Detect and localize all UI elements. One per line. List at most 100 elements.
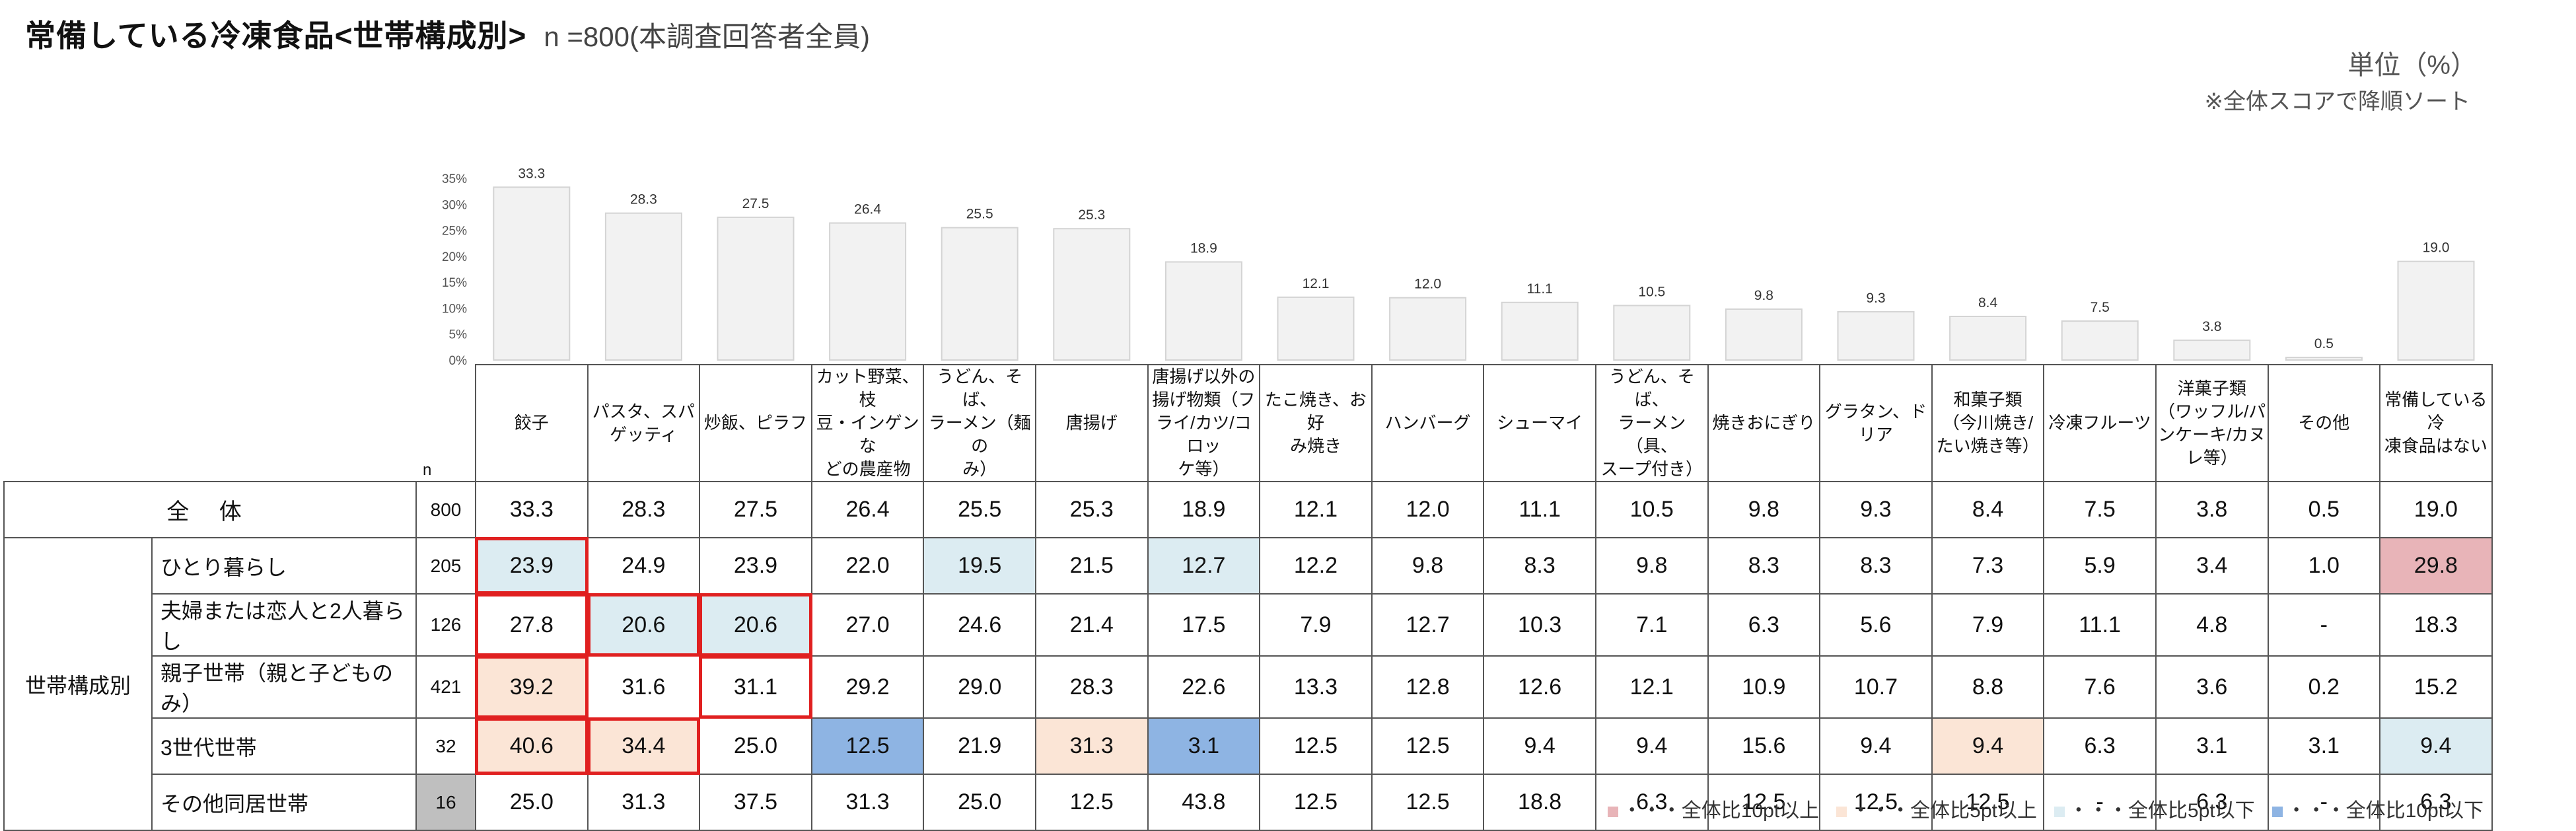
row-label: その他同居世帯 bbox=[151, 774, 417, 831]
table-cell: 22.6 bbox=[1147, 655, 1261, 719]
table-cell: 27.5 bbox=[699, 481, 812, 539]
table-cell: 12.5 bbox=[1819, 774, 1933, 831]
y-tick-label: 35% bbox=[442, 172, 467, 186]
table-cell: 3.1 bbox=[2155, 717, 2269, 776]
column-header-line: ンケーキ/カヌ bbox=[2158, 424, 2266, 445]
row-label: 親子世帯（親と子どものみ） bbox=[151, 655, 417, 719]
bar-value-label: 9.8 bbox=[1754, 288, 1773, 303]
table-cell: 25.5 bbox=[923, 481, 1036, 539]
bar bbox=[1053, 228, 1131, 361]
column-header: グラタン、ドリア bbox=[1819, 363, 1933, 483]
table-cell: 12.5 bbox=[1371, 774, 1485, 831]
table-cell: 15.2 bbox=[2379, 655, 2493, 719]
group-label: 世帯構成別 bbox=[3, 537, 153, 831]
bar-value-label: 0.5 bbox=[2314, 336, 2334, 351]
column-header: カット野菜、枝 豆・インゲンな どの農産物 bbox=[810, 363, 925, 483]
title-text: 常備している冷凍食品<世帯構成別> bbox=[25, 18, 527, 53]
bar-value-label: 25.5 bbox=[966, 207, 993, 222]
column-header: パスタ、スパ ゲッティ bbox=[587, 363, 701, 483]
table-cell: 6.3 bbox=[1707, 593, 1821, 657]
table-cell: 20.6 bbox=[699, 593, 812, 657]
table-cell: 17.5 bbox=[1147, 593, 1261, 657]
table-cell: 12.5 bbox=[810, 717, 925, 776]
table-cell: 9.4 bbox=[2379, 717, 2493, 776]
y-tick-label: 30% bbox=[442, 198, 467, 212]
column-header: 洋菓子類 （ワッフル/パ ンケーキ/カヌ レ等） bbox=[2155, 363, 2269, 483]
table-cell: 3.1 bbox=[1147, 717, 1261, 776]
column-header-line: 餃子 bbox=[514, 413, 549, 433]
bar bbox=[829, 222, 907, 361]
bar bbox=[1949, 316, 2027, 361]
column-header-line: ケ等） bbox=[1178, 459, 1230, 480]
column-header-line: み焼き bbox=[1289, 436, 1342, 456]
page-title: 常備している冷凍食品<世帯構成別> n =800(本調査回答者全員) bbox=[25, 12, 870, 55]
table-cell: 9.8 bbox=[1594, 537, 1709, 595]
bar bbox=[604, 212, 682, 361]
legend-swatch bbox=[1836, 807, 1847, 818]
table-cell: 31.1 bbox=[699, 655, 812, 719]
table-row: 夫婦または恋人と2人暮らし 126 27.8 20.6 20.6 27.0 24.6 21.4… bbox=[4, 593, 2493, 657]
table-cell: 12.5 bbox=[1371, 717, 1485, 776]
n-value: 16 bbox=[415, 774, 476, 831]
table-row: 親子世帯（親と子どものみ） 421 39.2 31.6 31.1 29.2 29.0 28.3… bbox=[4, 655, 2493, 719]
table-cell: 12.5 bbox=[1707, 774, 1821, 831]
table-cell: 0.2 bbox=[2267, 655, 2381, 719]
table-cell: 7.9 bbox=[1259, 593, 1373, 657]
bar bbox=[2397, 260, 2475, 361]
column-header: 焼きおにぎり bbox=[1707, 363, 1821, 483]
bar bbox=[1389, 297, 1467, 361]
table-cell: 31.3 bbox=[587, 774, 701, 831]
bar bbox=[2173, 340, 2251, 361]
column-header-line: 凍食品はない bbox=[2384, 436, 2487, 456]
table-cell: 31.3 bbox=[810, 774, 925, 831]
table-cell: - bbox=[2267, 774, 2381, 831]
column-header: 唐揚げ以外の 揚げ物類（フ ライ/カツ/コロッ ケ等） bbox=[1147, 363, 1261, 483]
table-cell: 27.8 bbox=[475, 593, 589, 657]
table-cell: 23.9 bbox=[475, 537, 589, 595]
table-cell: 18.9 bbox=[1147, 481, 1261, 539]
y-tick-label: 15% bbox=[442, 276, 467, 290]
crosstab-table: n 餃子 パスタ、スパ ゲッティ 炒飯、ピラフ カット野菜、枝 豆・インゲンな どの農産物 うど… bbox=[3, 363, 2493, 831]
table-cell: 12.0 bbox=[1371, 481, 1485, 539]
bar-value-label: 19.0 bbox=[2423, 240, 2450, 256]
bar bbox=[1725, 308, 1803, 361]
bar bbox=[941, 227, 1019, 361]
column-header-line: 唐揚げ bbox=[1065, 413, 1118, 433]
y-tick-label: 0% bbox=[449, 354, 468, 368]
legend-label: ・・・全体比5pt以上 bbox=[1851, 800, 2037, 822]
table-cell: 5.9 bbox=[2043, 537, 2157, 595]
table-cell: 9.4 bbox=[1931, 717, 2045, 776]
column-header-line: 炒飯、ピラフ bbox=[703, 413, 807, 433]
table-cell: 24.6 bbox=[923, 593, 1036, 657]
table-cell: 6.3 bbox=[2043, 717, 2157, 776]
column-header-line: シューマイ bbox=[1497, 413, 1583, 433]
legend-swatch bbox=[2272, 807, 2283, 818]
column-header-line: ハンバーグ bbox=[1384, 413, 1471, 433]
bar-value-label: 28.3 bbox=[630, 192, 657, 207]
table-cell: 10.9 bbox=[1707, 655, 1821, 719]
table-cell: 0.5 bbox=[2267, 481, 2381, 539]
column-header-line: うどん、そば、 bbox=[1608, 367, 1695, 410]
table-cell: 4.8 bbox=[2155, 593, 2269, 657]
bar-value-label: 7.5 bbox=[2091, 300, 2110, 315]
bar-value-label: 25.3 bbox=[1078, 207, 1105, 223]
y-tick-label: 5% bbox=[449, 328, 468, 342]
table-cell: 22.0 bbox=[810, 537, 925, 595]
column-header-line: ライ/カツ/コロッ bbox=[1156, 413, 1252, 456]
table-cell: 12.5 bbox=[1259, 717, 1373, 776]
table-cell: 20.6 bbox=[587, 593, 701, 657]
total-row: 全 体 800 33.3 28.3 27.5 26.4 25.5 25.3 18.9 12.1 12… bbox=[3, 481, 2493, 539]
bar-chart: 0% 5% 10% 15% 20% 25% 30% 35% 33.3 28.3 27.5 26.4 25… bbox=[442, 166, 2475, 368]
bar bbox=[1613, 305, 1691, 361]
table-cell: 8.3 bbox=[1483, 537, 1596, 595]
table-cell: 31.6 bbox=[587, 655, 701, 719]
table-cell: 6.3 bbox=[2155, 774, 2269, 831]
n-value: 205 bbox=[415, 537, 476, 595]
column-header: 冷凍フルーツ bbox=[2043, 363, 2157, 483]
n-value: 421 bbox=[415, 655, 476, 719]
column-header-line: その他 bbox=[2298, 413, 2350, 433]
table-cell: 10.3 bbox=[1483, 593, 1596, 657]
table-cell: 31.3 bbox=[1034, 717, 1149, 776]
column-header-line: 常備している冷 bbox=[2384, 390, 2487, 433]
bar-value-label: 18.9 bbox=[1190, 241, 1217, 256]
